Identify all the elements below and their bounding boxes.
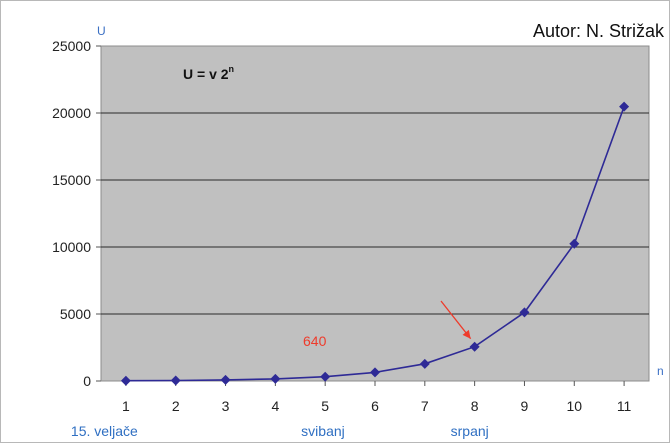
x-tick-label: 8 <box>471 398 479 414</box>
author-credit: Autor: N. Strižak <box>533 21 665 41</box>
month-labels: 15. veljače svibanj srpanj <box>71 423 489 439</box>
y-tick-label: 15000 <box>52 172 91 188</box>
y-axis-label: U <box>97 24 106 38</box>
data-point <box>619 101 630 112</box>
annotation-label: 640 <box>303 333 327 349</box>
month-label: 15. veljače <box>71 423 138 439</box>
x-tick-label: 10 <box>566 398 582 414</box>
data-point <box>120 375 131 386</box>
data-point <box>320 371 331 382</box>
data-point <box>419 358 430 369</box>
x-tick-labels: 1 2 3 4 5 6 7 8 9 10 11 <box>122 398 632 414</box>
x-tick-label: 6 <box>371 398 379 414</box>
x-tick-label: 5 <box>321 398 329 414</box>
month-label: srpanj <box>451 423 489 439</box>
data-point <box>370 367 380 378</box>
formula-base: U = v 2 <box>183 66 229 82</box>
data-points <box>120 101 630 386</box>
plot-area <box>100 45 650 382</box>
x-tick-label: 1 <box>122 398 130 414</box>
x-tick-label: 4 <box>271 398 279 414</box>
data-point <box>519 307 530 318</box>
data-point <box>569 238 580 249</box>
annotation-arrow <box>440 300 472 340</box>
data-point <box>469 341 480 352</box>
x-tick-label: 3 <box>222 398 230 414</box>
x-tick-label: 11 <box>617 398 632 414</box>
data-point <box>170 375 181 386</box>
data-point <box>270 373 281 384</box>
y-tick-labels: 0 5000 10000 15000 20000 25000 <box>52 38 91 389</box>
y-tick-label: 25000 <box>52 38 91 54</box>
data-point <box>220 374 231 385</box>
x-tick-label: 2 <box>172 398 180 414</box>
formula-label: U = v 2n <box>183 64 234 82</box>
x-tick-label: 9 <box>521 398 529 414</box>
y-tick-label: 5000 <box>60 306 91 322</box>
x-axis-label: n <box>657 364 664 378</box>
x-tick-label: 7 <box>421 398 429 414</box>
y-tick-label: 10000 <box>52 239 91 255</box>
formula-exponent: n <box>229 64 235 74</box>
y-tick-label: 0 <box>83 373 91 389</box>
month-label: svibanj <box>301 423 345 439</box>
y-tick-label: 20000 <box>52 105 91 121</box>
arrow-head <box>462 329 471 339</box>
